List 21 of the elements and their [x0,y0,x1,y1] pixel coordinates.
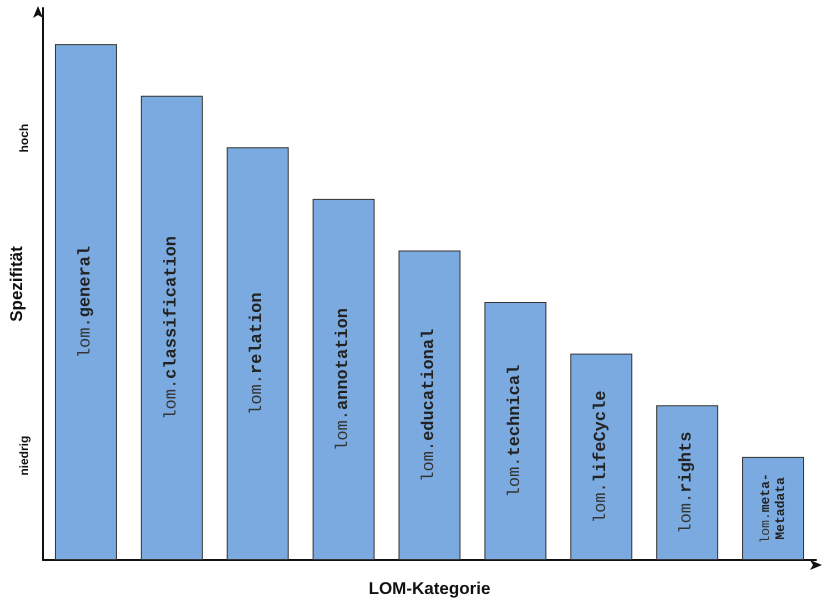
text: hoch [17,124,31,152]
text: niedrig [17,436,31,476]
x-tick-label: lom.educational [420,328,439,482]
bar [226,147,289,560]
bar [398,250,460,560]
bar [484,302,546,560]
x-tick-label: lom.general [76,246,96,358]
x-tick-label: lom.lifeCycle [592,390,611,524]
x-tick-label: lom.relation [248,292,268,415]
bar [54,44,117,560]
bar [570,354,632,560]
y-axis-title: Spezifität [7,246,26,322]
x-tick-label: lom.rights [678,432,697,534]
bar [312,198,375,560]
bar [742,456,804,560]
x-tick-label: lom.annotation [334,308,354,451]
x-axis-title: LOM-Kategorie [368,579,490,598]
bar [140,96,203,560]
x-tick-label: lom.technical [506,364,525,498]
bar [656,405,718,560]
x-tick-label: lom.classification [162,236,182,420]
